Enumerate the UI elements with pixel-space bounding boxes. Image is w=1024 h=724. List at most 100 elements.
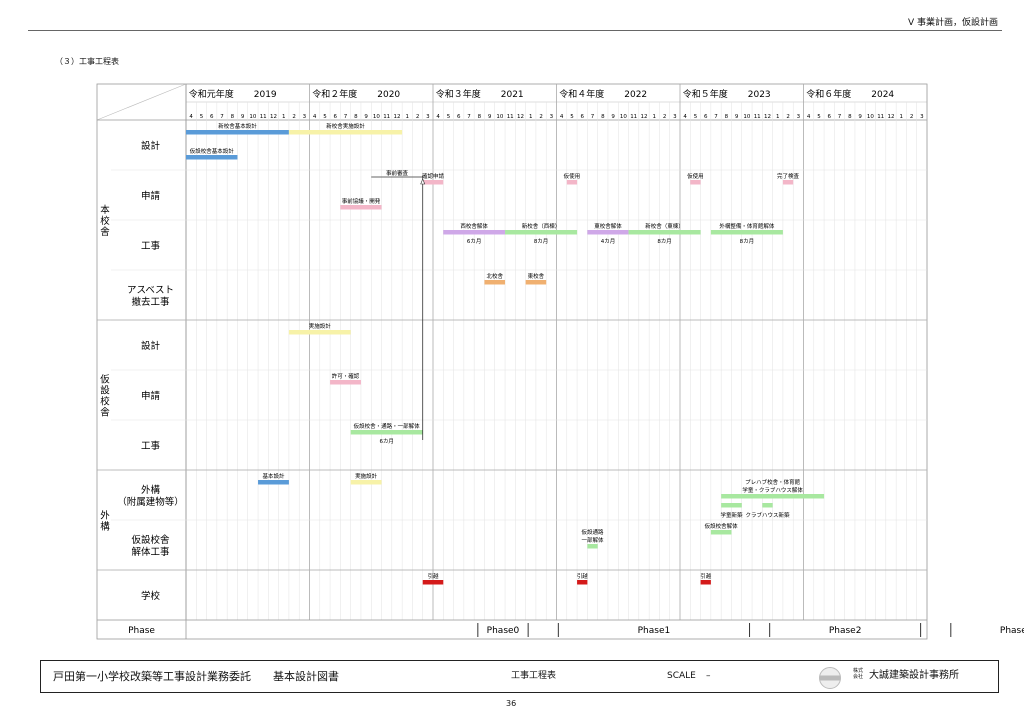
chart-frame xyxy=(96,83,928,640)
month-label: 3 xyxy=(426,114,430,120)
month-label: 9 xyxy=(735,114,739,120)
schedule-bar xyxy=(762,503,773,508)
bar-label: 実施設計 xyxy=(309,322,332,330)
month-label: 1 xyxy=(282,114,286,120)
month-label: 11 xyxy=(877,114,884,120)
month-label: 4 xyxy=(313,114,317,120)
year-number: 2021 xyxy=(501,90,524,100)
row-label: 仮設校舎 xyxy=(131,534,170,546)
month-label: 5 xyxy=(570,114,574,120)
group-label-char: 校 xyxy=(100,215,110,227)
milestone-label: 事前審査 xyxy=(386,169,409,177)
month-label: 6 xyxy=(210,114,214,120)
month-label: 6 xyxy=(580,114,584,120)
month-label: 3 xyxy=(797,114,801,120)
month-label: 10 xyxy=(867,114,874,120)
month-label: 9 xyxy=(364,114,368,120)
bar-label: 学童・クラブハウス解体 xyxy=(742,486,803,494)
schedule-bar xyxy=(690,180,701,185)
year-label: 令和元年度 xyxy=(189,88,234,100)
schedule-bar xyxy=(587,230,629,235)
month-label: 7 xyxy=(467,114,471,120)
row-label: 学校 xyxy=(141,590,161,602)
schedule-bar xyxy=(484,280,506,285)
year-number: 2024 xyxy=(871,90,894,100)
year-number: 2022 xyxy=(624,90,647,100)
row-label: 工事 xyxy=(141,440,161,452)
month-label: 4 xyxy=(436,114,440,120)
month-label: 5 xyxy=(817,114,821,120)
bar-label: 引越 xyxy=(427,572,439,580)
schedule-bar xyxy=(505,230,578,235)
month-label: 8 xyxy=(354,114,358,120)
schedule-bar xyxy=(721,494,825,499)
month-label: 10 xyxy=(743,114,750,120)
month-label: 9 xyxy=(611,114,615,120)
row-label: 申請 xyxy=(141,190,161,202)
bar-label: 新校舎（西棟） xyxy=(522,222,561,230)
bar-label: 一部解体 xyxy=(582,536,605,544)
milestone-arrow-icon xyxy=(420,178,426,185)
bar-duration: 6カ月 xyxy=(467,238,482,245)
schedule-bar xyxy=(782,180,794,185)
schedule-bar xyxy=(525,280,547,285)
group-label-char: 本 xyxy=(100,204,110,216)
schedule-bar xyxy=(350,430,423,435)
row-label: （附属建物等） xyxy=(117,496,184,508)
month-label: 1 xyxy=(529,114,533,120)
month-label: 10 xyxy=(496,114,503,120)
month-label: 11 xyxy=(630,114,637,120)
month-label: 12 xyxy=(887,114,894,120)
row-label: 解体工事 xyxy=(131,546,170,558)
bar-label: 引越 xyxy=(700,572,712,580)
section-title: （３）工事工程表 xyxy=(55,57,119,66)
month-label: 7 xyxy=(714,114,718,120)
month-label: 1 xyxy=(653,114,657,120)
schedule-bar xyxy=(330,380,361,385)
bar-label: 東校舎解体 xyxy=(594,222,622,230)
row-label: 外構 xyxy=(141,484,161,496)
month-label: 11 xyxy=(507,114,514,120)
month-label: 7 xyxy=(344,114,348,120)
schedule-bar xyxy=(587,544,598,549)
phase-label-1: Phase1 xyxy=(638,626,671,636)
month-label: 8 xyxy=(478,114,482,120)
month-label: 6 xyxy=(457,114,461,120)
schedule-bar xyxy=(710,530,732,535)
company-logo-icon xyxy=(819,667,841,689)
bar-label: 事前協議・開発 xyxy=(342,197,381,205)
month-label: 5 xyxy=(694,114,698,120)
year-label: 令和５年度 xyxy=(683,88,728,100)
month-label: 6 xyxy=(704,114,708,120)
group-label-char: 校 xyxy=(100,396,110,408)
month-label: 3 xyxy=(673,114,677,120)
corner-diagonal xyxy=(96,83,187,121)
month-label: 2 xyxy=(292,114,296,120)
group-label-char: 舎 xyxy=(100,227,110,238)
scale-label: SCALE xyxy=(667,671,696,681)
bar-duration: 4カ月 xyxy=(601,238,616,245)
bar-label: 北校舎 xyxy=(486,272,503,280)
schedule-bar xyxy=(721,503,742,508)
bar-label: 仮設校舎・通路・一部解体 xyxy=(354,422,421,430)
month-label: 1 xyxy=(900,114,904,120)
bar-label: 新校舎実施設計 xyxy=(326,122,365,130)
bar-label: 確認申請 xyxy=(422,172,445,180)
bar-label: 西校舎解体 xyxy=(460,222,488,230)
schedule-bar xyxy=(350,480,382,485)
company-prefix: 株式 会社 xyxy=(853,668,864,680)
year-number: 2023 xyxy=(748,90,771,100)
schedule-bar xyxy=(186,155,238,160)
group-label-char: 外 xyxy=(100,510,110,522)
month-label: 11 xyxy=(754,114,761,120)
phase-label-0: Phase0 xyxy=(487,626,520,636)
row-label: アスベスト xyxy=(127,285,174,296)
month-label: 3 xyxy=(303,114,307,120)
group-label-char: 仮 xyxy=(100,374,110,386)
bar-label: 許可・確認 xyxy=(332,372,360,380)
month-label: 12 xyxy=(517,114,524,120)
month-label: 6 xyxy=(827,114,831,120)
month-label: 4 xyxy=(807,114,811,120)
month-label: 2 xyxy=(910,114,914,120)
